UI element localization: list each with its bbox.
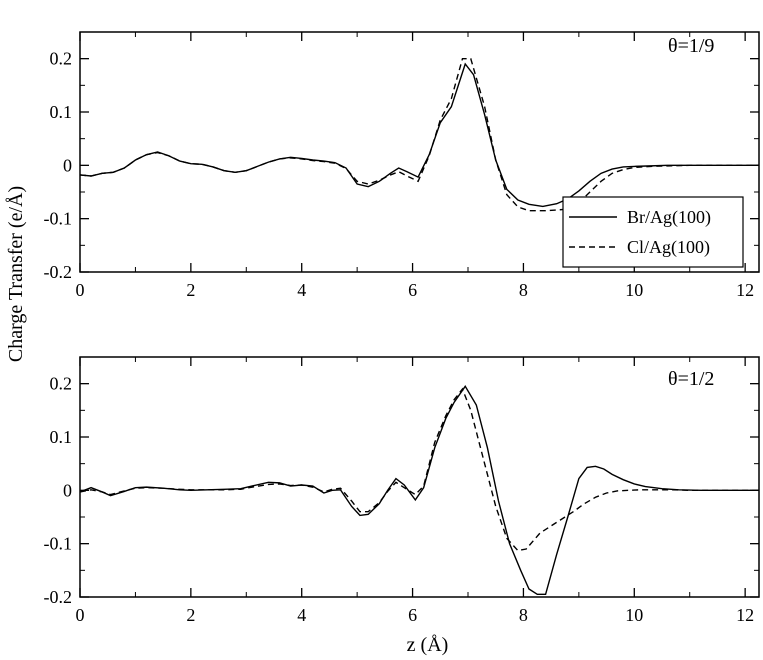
chart-panel-2: -0.2 -0.1 0 0.1 0.2 0 2 4 6 8 10 12 θ=1/2 z (Å) — [44, 356, 760, 656]
x-tick-label: 6 — [408, 280, 417, 300]
x-tick-label: 0 — [76, 280, 85, 300]
y-tick-label: -0.1 — [44, 534, 73, 554]
x-tick-label: 10 — [625, 280, 643, 300]
y-axis-title: Charge Transfer (e/Å) — [5, 186, 27, 362]
x-tick-label: 0 — [76, 605, 85, 625]
series-line-br — [80, 62, 759, 208]
y-tick-label: 0 — [63, 155, 72, 175]
x-tick-label: 4 — [297, 280, 306, 300]
x-tick-label: 6 — [408, 605, 417, 625]
plot-frame — [79, 31, 760, 273]
y-tick-label: -0.2 — [44, 587, 73, 607]
series-line-cl — [80, 387, 759, 552]
x-tick-label: 10 — [625, 605, 643, 625]
x-tick-label: 12 — [736, 280, 754, 300]
legend: Br/Ag(100) Cl/Ag(100) — [562, 196, 744, 268]
chart-panels: -0.2 -0.1 0 0.1 0.2 0 2 4 6 8 10 12 θ=1/9 Br/Ag(100) C… — [44, 31, 760, 656]
y-tick-label: 0.2 — [50, 374, 73, 394]
x-tick-label: 8 — [519, 605, 528, 625]
x-tick-label: 2 — [186, 605, 195, 625]
series-line-cl — [80, 57, 759, 212]
y-tick-label: -0.1 — [44, 209, 73, 229]
y-tick-label: 0 — [63, 480, 72, 500]
plot-frame — [79, 356, 760, 598]
chart-panel-1: -0.2 -0.1 0 0.1 0.2 0 2 4 6 8 10 12 θ=1/9 Br/Ag(100) C… — [44, 31, 760, 300]
x-tick-label: 8 — [519, 280, 528, 300]
coverage-annotation: θ=1/2 — [668, 368, 714, 390]
x-tick-label: 2 — [186, 280, 195, 300]
legend-label: Cl/Ag(100) — [627, 237, 710, 258]
legend-label: Br/Ag(100) — [627, 207, 711, 228]
y-tick-label: 0.1 — [50, 102, 73, 122]
y-tick-label: 0.2 — [50, 49, 73, 69]
coverage-annotation: θ=1/9 — [668, 35, 714, 57]
y-tick-label: 0.1 — [50, 427, 73, 447]
legend-box — [562, 196, 744, 268]
x-tick-label: 12 — [736, 605, 754, 625]
y-tick-label: -0.2 — [44, 262, 73, 282]
x-tick-label: 4 — [297, 605, 306, 625]
x-axis-title: z (Å) — [407, 634, 449, 656]
